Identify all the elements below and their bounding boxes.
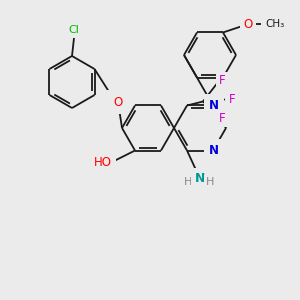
Text: CH₃: CH₃ xyxy=(266,20,285,29)
Text: F: F xyxy=(229,93,235,106)
Text: O: O xyxy=(243,18,253,31)
Text: F: F xyxy=(219,112,225,125)
Text: H: H xyxy=(184,177,192,187)
Text: HO: HO xyxy=(94,156,112,169)
Text: N: N xyxy=(209,99,219,112)
Text: Cl: Cl xyxy=(69,25,80,35)
Text: N: N xyxy=(195,172,205,184)
Text: H: H xyxy=(206,177,214,187)
Text: N: N xyxy=(209,144,219,157)
Text: O: O xyxy=(113,95,122,109)
Text: F: F xyxy=(219,74,225,87)
